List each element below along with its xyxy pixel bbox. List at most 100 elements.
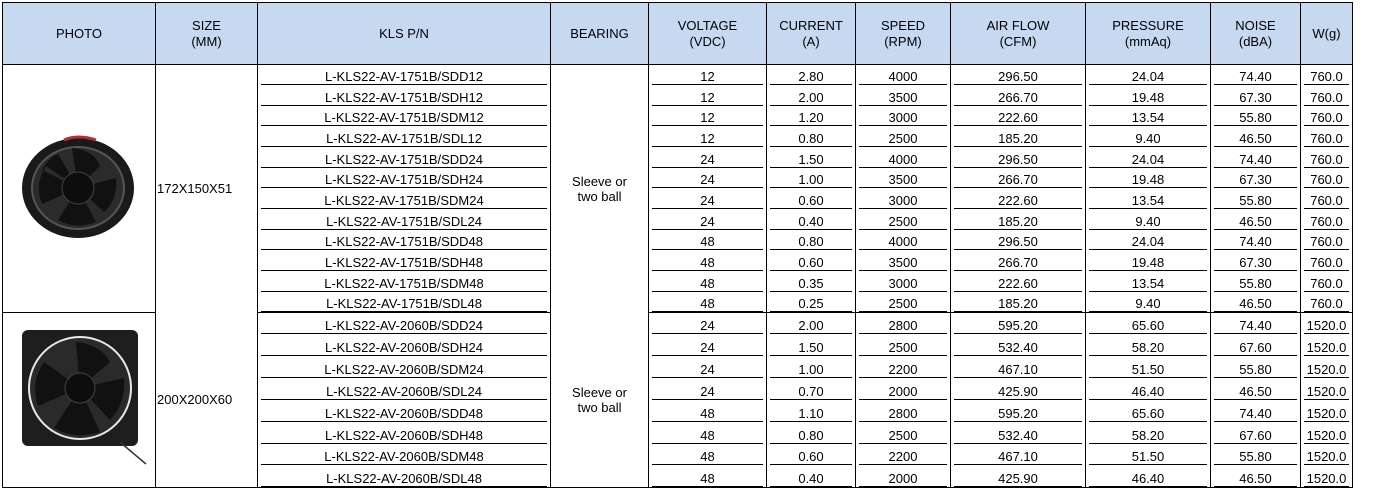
cell-text: 532.40 [954,428,1082,444]
value-cell: 74.40 [1211,400,1301,422]
value-cell: 19.48 [1086,85,1211,106]
cell-text: 12 [652,90,763,106]
value-cell: 1.50 [767,147,856,168]
cell-text: 1520.0 [1304,428,1349,444]
cell-text: 48 [652,449,763,465]
value-cell: 2500 [856,422,951,444]
value-cell: 4000 [856,230,951,251]
value-cell: 222.60 [951,271,1086,292]
value-cell: 2200 [856,356,951,378]
cell-text: L-KLS22-AV-2060B/SDM24 [261,362,547,378]
cell-text: 0.40 [770,214,852,230]
value-cell: 51.50 [1086,356,1211,378]
cell-text: L-KLS22-AV-2060B/SDL48 [261,471,547,487]
value-cell: 24 [649,312,767,334]
value-cell: 24 [649,378,767,400]
value-cell: 2.00 [767,312,856,334]
value-cell: 67.30 [1211,250,1301,271]
cell-text: L-KLS22-AV-1751B/SDD24 [261,152,547,168]
cell-text: 222.60 [954,110,1082,126]
value-cell: 425.90 [951,465,1086,487]
value-cell: 67.30 [1211,168,1301,189]
cell-text: 48 [652,234,763,250]
cell-text: 67.30 [1214,172,1297,188]
cell-text: 67.30 [1214,255,1297,271]
cell-text: 55.80 [1214,276,1297,292]
cell-text: 760.0 [1304,110,1349,126]
cell-text: 46.50 [1214,131,1297,147]
value-cell: 24 [649,188,767,209]
cell-text: 58.20 [1089,428,1207,444]
cell-text: 0.80 [770,234,852,250]
cell-text: 760.0 [1304,152,1349,168]
value-cell: 67.30 [1211,85,1301,106]
cell-text: L-KLS22-AV-1751B/SDL12 [261,131,547,147]
cell-text: 222.60 [954,193,1082,209]
cell-text: 185.20 [954,131,1082,147]
value-cell: 13.54 [1086,271,1211,292]
cell-text: 24 [652,152,763,168]
value-cell: 2000 [856,378,951,400]
cell-text: 3500 [859,172,947,188]
header-cell: W(g) [1301,3,1353,65]
cell-text: 1.10 [770,406,852,422]
header-cell: SPEED (RPM) [856,3,951,65]
cell-text: 55.80 [1214,110,1297,126]
cell-text: 595.20 [954,406,1082,422]
value-cell: 2800 [856,312,951,334]
value-cell: 46.50 [1211,465,1301,487]
cell-text: 9.40 [1089,296,1207,312]
cell-text: 13.54 [1089,110,1207,126]
part-number-cell: L-KLS22-AV-1751B/SDM12 [258,106,551,127]
value-cell: 1520.0 [1301,356,1353,378]
cell-text: 74.40 [1214,406,1297,422]
cell-text: 2000 [859,471,947,487]
cell-text: 4000 [859,234,947,250]
value-cell: 2500 [856,209,951,230]
cell-text: L-KLS22-AV-1751B/SDL48 [261,296,547,312]
part-number-cell: L-KLS22-AV-2060B/SDD48 [258,400,551,422]
cell-text: 24 [652,384,763,400]
cell-text: 13.54 [1089,193,1207,209]
cell-text: 12 [652,110,763,126]
value-cell: 48 [649,230,767,251]
cell-text: 24 [652,193,763,209]
value-cell: 67.60 [1211,422,1301,444]
value-cell: 760.0 [1301,65,1353,86]
value-cell: 0.80 [767,422,856,444]
cell-text: 24 [652,340,763,356]
cell-text: 2500 [859,296,947,312]
value-cell: 1520.0 [1301,312,1353,334]
value-cell: 296.50 [951,147,1086,168]
cell-text: 55.80 [1214,449,1297,465]
cell-text: 65.60 [1089,406,1207,422]
cell-text: 48 [652,471,763,487]
cell-text: 1520.0 [1304,406,1349,422]
part-number-cell: L-KLS22-AV-1751B/SDL24 [258,209,551,230]
value-cell: 12 [649,126,767,147]
cell-text: 467.10 [954,449,1082,465]
cell-text: L-KLS22-AV-1751B/SDD48 [261,234,547,250]
value-cell: 9.40 [1086,292,1211,313]
cell-text: L-KLS22-AV-1751B/SDM48 [261,276,547,292]
cell-text: 0.40 [770,471,852,487]
part-number-cell: L-KLS22-AV-1751B/SDD12 [258,65,551,86]
value-cell: 55.80 [1211,188,1301,209]
cell-text: 760.0 [1304,255,1349,271]
cell-text: 1.00 [770,362,852,378]
header-cell: PHOTO [3,3,156,65]
part-number-cell: L-KLS22-AV-1751B/SDD24 [258,147,551,168]
value-cell: 3000 [856,106,951,127]
part-number-cell: L-KLS22-AV-1751B/SDM24 [258,188,551,209]
value-cell: 0.35 [767,271,856,292]
header-cell: CURRENT (A) [767,3,856,65]
cell-text: 55.80 [1214,362,1297,378]
value-cell: 65.60 [1086,312,1211,334]
value-cell: 24.04 [1086,147,1211,168]
value-cell: 1520.0 [1301,400,1353,422]
part-number-cell: L-KLS22-AV-1751B/SDL48 [258,292,551,313]
value-cell: 74.40 [1211,312,1301,334]
cell-text: 48 [652,406,763,422]
